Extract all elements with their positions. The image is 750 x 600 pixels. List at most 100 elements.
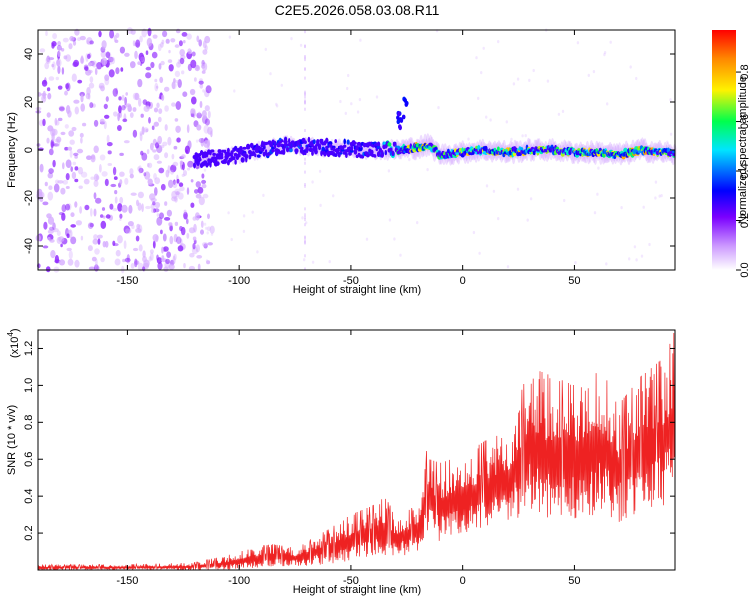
spectrogram-signal-layer (192, 96, 677, 169)
noise-speckle (477, 96, 480, 100)
noise-speckle (187, 160, 194, 168)
noise-speckle (347, 73, 350, 78)
noise-speckle (173, 78, 176, 83)
spectrogram-y-ticks: -40 -20 0 20 40 (23, 48, 675, 254)
noise-speckle (58, 236, 65, 243)
noise-speckle (148, 117, 151, 124)
noise-speckle (100, 214, 104, 218)
noise-speckle (57, 180, 64, 184)
noise-speckle (472, 230, 476, 235)
noise-streak (304, 254, 306, 258)
noise-speckle (62, 162, 65, 170)
noise-speckle (126, 254, 130, 262)
noise-speckle (526, 218, 529, 222)
noise-streak (304, 207, 306, 211)
snr-frame (37, 329, 676, 571)
noise-speckle (207, 242, 213, 246)
noise-speckle (145, 66, 152, 71)
noise-speckle (156, 216, 163, 226)
snr-scale-close: ) (9, 328, 21, 332)
signal-point (335, 147, 340, 153)
noise-streak (304, 30, 306, 34)
noise-speckle (200, 137, 205, 147)
noise-speckle (70, 166, 73, 172)
noise-speckle (146, 37, 153, 47)
noise-speckle (110, 56, 116, 65)
noise-speckle (114, 196, 118, 204)
noise-speckle (202, 242, 208, 247)
x-tick-label: -100 (228, 275, 250, 287)
signal-point (283, 139, 288, 144)
noise-speckle (161, 255, 165, 261)
noise-speckle (165, 258, 171, 265)
noise-speckle (74, 106, 80, 115)
noise-speckle (171, 81, 177, 90)
signal-point (299, 146, 304, 150)
noise-speckle (183, 40, 186, 44)
noise-speckle (174, 80, 180, 83)
noise-speckle (156, 102, 160, 109)
noise-speckle (152, 201, 156, 206)
noise-speckle (135, 235, 140, 242)
noise-speckle (169, 224, 173, 232)
noise-speckle (161, 246, 164, 254)
noise-speckle (42, 118, 46, 127)
noise-speckle (115, 32, 120, 39)
y-tick-label: 0 (23, 147, 35, 153)
noise-streak (304, 45, 306, 49)
noise-speckle (204, 118, 210, 126)
noise-speckle (147, 163, 150, 168)
noise-speckle (119, 152, 124, 156)
noise-speckle (106, 134, 110, 144)
noise-speckle (174, 70, 181, 78)
noise-speckle (178, 182, 184, 187)
noise-speckle (54, 255, 60, 264)
noise-speckle (156, 145, 163, 154)
noise-speckle (628, 257, 631, 261)
signal-point (588, 153, 591, 157)
transient-point (399, 118, 404, 123)
noise-speckle (467, 137, 470, 141)
x-tick-label: -50 (343, 575, 359, 587)
noise-speckle (115, 249, 121, 257)
noise-speckle (40, 93, 47, 96)
noise-speckle (196, 112, 202, 119)
transient-point (396, 119, 401, 125)
noise-speckle (150, 61, 155, 69)
noise-speckle (154, 187, 158, 196)
noise-speckle (160, 229, 163, 235)
noise-speckle (146, 149, 150, 155)
colorbar-tick-label: 0.8 (739, 64, 750, 79)
noise-speckle (48, 226, 55, 231)
noise-speckle (201, 183, 207, 189)
noise-speckle (97, 238, 101, 245)
noise-streak (304, 218, 306, 222)
noise-speckle (108, 69, 115, 78)
noise-speckle (57, 117, 63, 122)
noise-speckle (137, 202, 142, 211)
noise-streak (304, 170, 306, 174)
noise-streak (304, 239, 306, 243)
noise-speckle (159, 144, 165, 149)
noise-speckle (60, 187, 66, 195)
noise-speckle (356, 110, 360, 114)
noise-speckle (45, 30, 48, 36)
transient-point (396, 115, 400, 121)
signal-point (325, 137, 329, 144)
noise-speckle (99, 118, 105, 125)
noise-speckle (158, 167, 165, 174)
signal-point (333, 153, 338, 158)
noise-speckle (47, 92, 52, 100)
noise-speckle (153, 173, 157, 180)
noise-speckle (67, 258, 74, 266)
noise-speckle (437, 106, 440, 110)
noise-speckle (168, 179, 174, 189)
noise-speckle (181, 154, 186, 159)
noise-streak (304, 213, 306, 217)
noise-speckle (159, 212, 164, 219)
noise-speckle (155, 142, 160, 149)
noise-speckle (42, 245, 49, 249)
signal-point (244, 154, 249, 159)
noise-speckle (183, 211, 188, 220)
noise-speckle (52, 228, 59, 233)
